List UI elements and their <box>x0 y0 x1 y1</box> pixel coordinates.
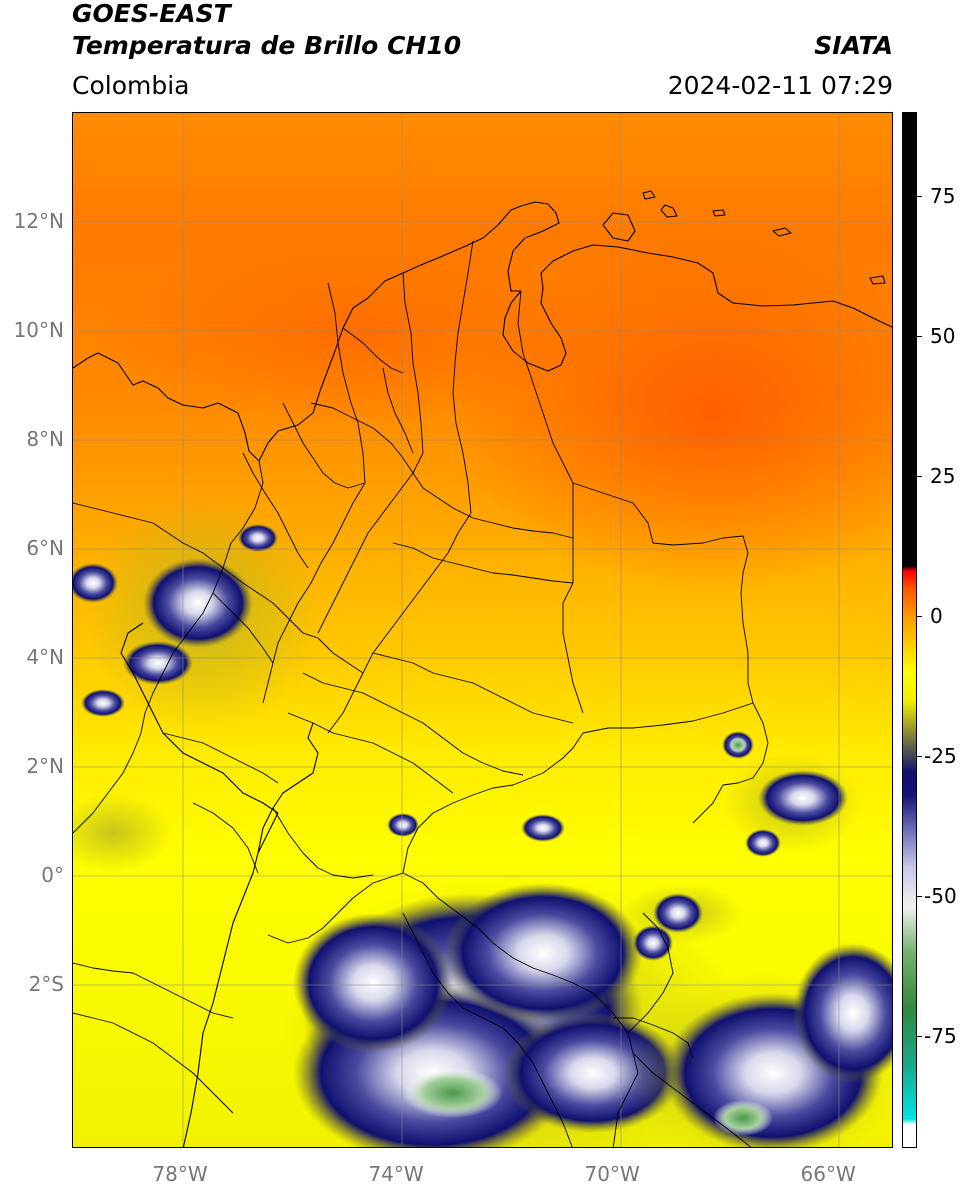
lon-tick-label: 78°W <box>152 1162 208 1186</box>
lat-tick-label: 6°N <box>26 536 64 561</box>
lat-tick-label: 2°N <box>26 754 64 779</box>
lon-tick-label: 66°W <box>800 1162 856 1186</box>
brightness-temperature-map <box>73 113 892 1147</box>
borders <box>73 240 769 1147</box>
colorbar-tick-label: -50 <box>924 884 957 908</box>
colorbar-tick-label: 25 <box>930 464 956 488</box>
colorbar-tick-mark <box>917 336 922 337</box>
colorbar-tick-mark <box>917 476 922 477</box>
map-panel[interactable] <box>72 112 893 1148</box>
coastlines <box>73 190 892 1147</box>
colorbar-tick-mark <box>917 756 922 757</box>
title-product: Temperatura de Brillo CH10 <box>72 31 462 60</box>
colorbar-tick-label: 0 <box>930 604 943 628</box>
colorbar-tick-mark <box>917 616 922 617</box>
datetime-label: 2024-02-11 07:29 <box>667 71 893 100</box>
lat-tick-label: 12°N <box>13 209 64 234</box>
colorbar-tick-mark <box>917 196 922 197</box>
colorbar-tick-mark <box>917 1036 922 1037</box>
colorbar-tick-label: 50 <box>930 324 956 348</box>
lat-tick-label: 10°N <box>13 318 64 343</box>
cloud-field <box>73 493 892 1147</box>
region-label: Colombia <box>72 71 190 100</box>
lon-tick-label: 74°W <box>368 1162 424 1186</box>
lat-tick-label: 0° <box>41 863 64 888</box>
lon-tick-label: 70°W <box>584 1162 640 1186</box>
brand-label: SIATA <box>814 31 893 60</box>
colorbar-tick-label: 75 <box>930 184 956 208</box>
lat-tick-label: 4°N <box>26 645 64 670</box>
colorbar-tick-label: -75 <box>924 1024 957 1048</box>
lat-tick-label: 8°N <box>26 427 64 452</box>
title-satellite: GOES-EAST <box>72 0 231 28</box>
lat-tick-label: 2°S <box>28 972 64 997</box>
colorbar <box>902 112 917 1148</box>
colorbar-tick-mark <box>917 896 922 897</box>
colorbar-tick-label: -25 <box>924 744 957 768</box>
